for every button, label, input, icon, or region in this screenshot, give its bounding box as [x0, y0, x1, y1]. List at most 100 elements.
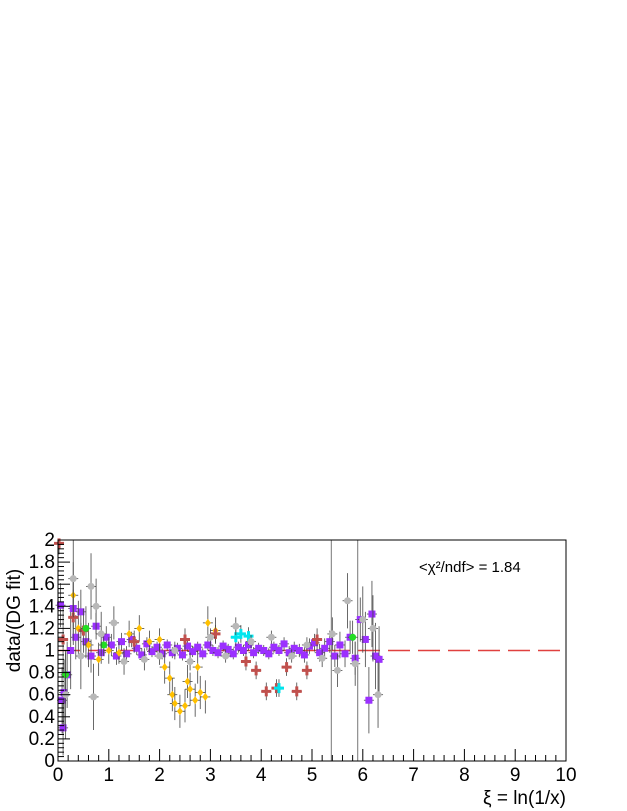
marker [82, 624, 90, 632]
data-point-0-15 [111, 647, 122, 665]
data-point-0-47 [273, 644, 284, 657]
marker [204, 618, 211, 627]
marker [169, 690, 176, 699]
data-point-3-1 [235, 625, 246, 643]
marker [311, 639, 319, 647]
data-point-5-14 [220, 649, 231, 663]
marker [318, 654, 326, 662]
data-point-0-66 [366, 580, 377, 648]
data-point-5-23 [342, 573, 353, 629]
data-point-5-21 [327, 617, 338, 651]
marker [140, 655, 148, 663]
data-point-5-11 [169, 641, 180, 660]
marker [333, 666, 341, 674]
data-point-0-65 [363, 667, 374, 734]
marker [361, 635, 369, 643]
data-point-5-25 [357, 586, 368, 653]
data-point-1-9 [154, 628, 165, 651]
marker [344, 597, 352, 605]
marker [369, 624, 377, 632]
data-point-2-14 [312, 628, 323, 651]
marker [128, 635, 136, 643]
marker [250, 649, 258, 657]
marker [166, 674, 173, 683]
marker [180, 634, 190, 645]
marker [136, 624, 143, 633]
y-tick-label: 0.8 [29, 663, 55, 684]
marker [156, 635, 163, 644]
marker [374, 691, 382, 699]
marker [365, 696, 373, 704]
data-point-1-5 [113, 641, 124, 664]
x-tick-label: 4 [256, 765, 267, 786]
data-point-2-13 [301, 661, 312, 680]
data-point-0-2 [58, 700, 69, 756]
marker [148, 648, 156, 656]
marker [87, 652, 95, 660]
data-point-5-10 [154, 647, 165, 665]
x-tick-label: 7 [408, 765, 419, 786]
x-tick-label: 5 [307, 765, 318, 786]
marker [57, 601, 65, 609]
data-point-1-8 [144, 630, 155, 653]
marker [153, 643, 161, 651]
data-point-5-13 [205, 628, 216, 647]
data-point-5-17 [266, 630, 277, 644]
x-tick-label: 10 [555, 765, 576, 786]
marker [210, 628, 221, 639]
marker [115, 648, 122, 657]
data-point-0-33 [202, 639, 213, 651]
marker [182, 701, 188, 710]
y-tick-label: 1.6 [29, 574, 55, 595]
marker [243, 631, 254, 642]
data-point-2-5 [180, 628, 190, 651]
marker [199, 650, 207, 658]
data-point-4-1 [80, 606, 91, 651]
x-tick-label: 2 [154, 765, 165, 786]
data-point-1-19 [192, 650, 203, 684]
data-point-0-52 [299, 647, 310, 663]
marker [326, 638, 334, 646]
marker [194, 663, 201, 672]
marker [102, 633, 110, 641]
data-point-0-60 [340, 640, 351, 668]
data-point-5-18 [286, 649, 297, 663]
marker [224, 645, 232, 653]
data-point-0-32 [197, 648, 208, 660]
data-point-5-1 [68, 540, 79, 618]
data-point-5-16 [246, 635, 257, 649]
marker [112, 652, 120, 660]
marker [194, 643, 202, 651]
data-point-0-38 [228, 648, 239, 660]
data-point-1-11 [164, 661, 175, 695]
marker [239, 647, 247, 654]
data-point-0-0 [55, 583, 66, 628]
data-point-1-16 [182, 664, 193, 699]
y-tick-label: 0 [44, 751, 55, 772]
data-point-2-0 [54, 538, 65, 555]
data-point-3-3 [273, 679, 284, 697]
data-point-0-40 [238, 644, 249, 657]
marker [273, 683, 284, 694]
y-tick-label: 1.2 [29, 618, 55, 639]
data-point-0-25 [162, 639, 173, 651]
marker [72, 633, 80, 641]
data-point-0-37 [223, 643, 234, 655]
marker [316, 649, 324, 657]
data-point-1-21 [200, 680, 211, 714]
marker [230, 632, 241, 643]
marker [214, 649, 222, 657]
data-point-0-59 [334, 631, 345, 659]
marker [107, 641, 115, 649]
data-marks [54, 538, 566, 761]
marker [247, 638, 255, 646]
marker [77, 608, 85, 616]
data-point-2-12 [291, 682, 302, 701]
data-point-5-22 [332, 653, 343, 687]
x-tick-label: 3 [205, 765, 216, 786]
marker [303, 641, 311, 649]
data-point-0-35 [213, 647, 224, 659]
data-point-1-18 [190, 683, 201, 717]
marker [240, 656, 251, 667]
